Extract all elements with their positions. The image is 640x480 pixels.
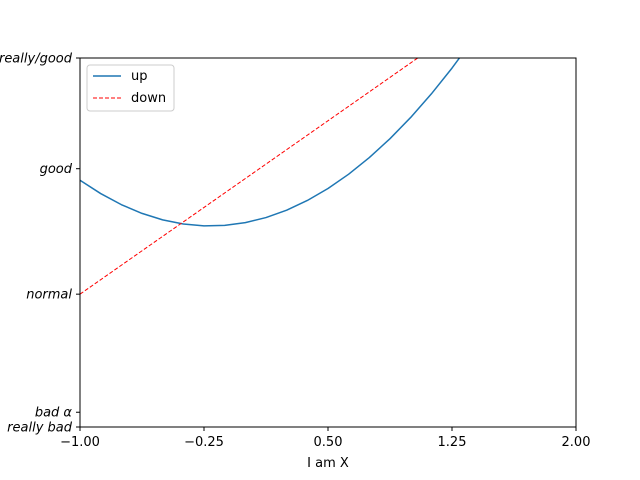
y-tick-label: really/good <box>0 52 73 67</box>
x-tick-label: 0.50 <box>314 435 343 450</box>
series-line-down <box>80 58 419 295</box>
y-tick-label: really bad <box>7 421 73 436</box>
x-tick-label: −1.00 <box>60 435 100 450</box>
x-tick-label: 2.00 <box>562 435 591 450</box>
x-axis-label: I am X <box>307 456 349 471</box>
x-tick-label: −0.25 <box>184 435 224 450</box>
y-tick-label: normal <box>26 288 72 303</box>
legend-label-up: up <box>131 69 148 84</box>
legend-label-down: down <box>131 91 166 106</box>
legend: up down <box>86 64 175 112</box>
y-tick-label: good <box>40 162 73 177</box>
x-tick-label: 1.25 <box>438 435 467 450</box>
series-layer <box>80 58 461 295</box>
series-line-up <box>80 58 461 227</box>
y-tick-label: bad α <box>35 406 73 421</box>
x-axis: −1.00 −0.25 0.50 1.25 2.00 <box>60 427 590 450</box>
